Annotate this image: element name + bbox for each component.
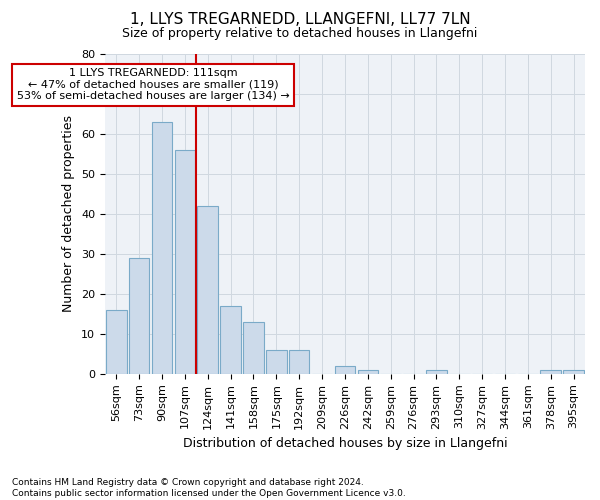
Bar (243, 322, 264, 374)
Text: 1, LLYS TREGARNEDD, LLANGEFNI, LL77 7LN: 1, LLYS TREGARNEDD, LLANGEFNI, LL77 7LN (130, 12, 470, 28)
Bar (266, 350, 287, 374)
Text: 1 LLYS TREGARNEDD: 111sqm
← 47% of detached houses are smaller (119)
53% of semi: 1 LLYS TREGARNEDD: 111sqm ← 47% of detac… (17, 68, 289, 101)
Bar (129, 258, 149, 374)
Bar (175, 150, 195, 374)
Bar (541, 370, 561, 374)
Bar (197, 206, 218, 374)
Bar (358, 370, 378, 374)
Bar (289, 350, 310, 374)
X-axis label: Distribution of detached houses by size in Llangefni: Distribution of detached houses by size … (182, 437, 507, 450)
Bar (152, 122, 172, 374)
Bar (106, 310, 127, 374)
Bar (563, 370, 584, 374)
Bar (335, 366, 355, 374)
Bar (220, 306, 241, 374)
Text: Size of property relative to detached houses in Llangefni: Size of property relative to detached ho… (122, 28, 478, 40)
Bar (426, 370, 446, 374)
Text: Contains HM Land Registry data © Crown copyright and database right 2024.
Contai: Contains HM Land Registry data © Crown c… (12, 478, 406, 498)
Y-axis label: Number of detached properties: Number of detached properties (62, 116, 76, 312)
